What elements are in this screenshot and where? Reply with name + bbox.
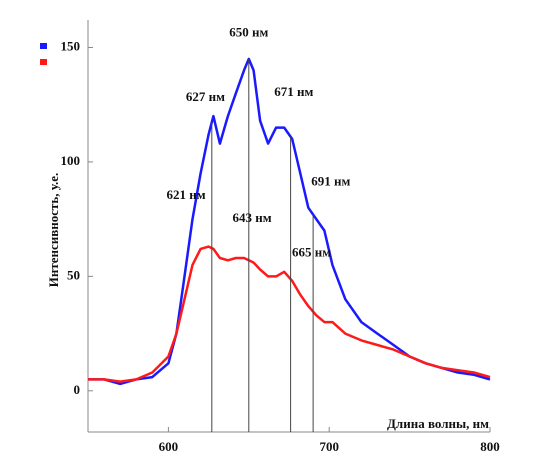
annotation: 691 нм (311, 173, 350, 188)
annotation: 627 нм (186, 89, 225, 104)
annotation: 643 нм (232, 210, 271, 225)
x-tick-label: 800 (480, 439, 500, 454)
annotation: 621 нм (167, 187, 206, 202)
y-tick-label: 100 (61, 153, 81, 168)
series-line (88, 57, 491, 386)
y-axis-label: Интенсивность, у.е. (46, 173, 61, 288)
x-axis-label: Длина волны, нм (387, 416, 489, 431)
annotation: 650 нм (229, 25, 268, 40)
y-tick-label: 150 (61, 38, 81, 53)
legend-swatch (40, 59, 47, 65)
series-line (88, 245, 491, 383)
y-tick-label: 50 (67, 267, 80, 282)
x-tick-label: 600 (159, 439, 179, 454)
x-tick-label: 700 (319, 439, 339, 454)
annotation: 671 нм (274, 84, 313, 99)
y-tick-label: 0 (74, 382, 81, 397)
annotation: 665 нм (292, 244, 331, 259)
legend-swatch (40, 43, 47, 49)
